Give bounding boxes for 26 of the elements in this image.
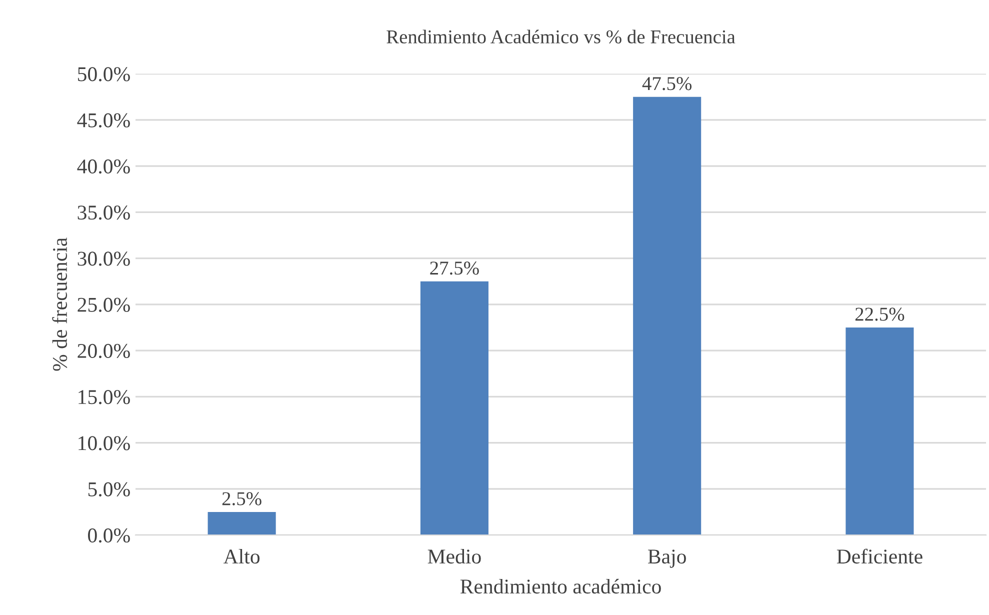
chart-title: Rendimiento Académico vs % de Frecuencia xyxy=(386,30,736,44)
y-tick-label: 50.0% xyxy=(78,67,130,82)
y-tick-label: 25.0% xyxy=(78,298,130,312)
x-tick-label: Bajo xyxy=(648,550,686,568)
y-tick-label: 15.0% xyxy=(78,390,130,404)
y-tick-label: 30.0% xyxy=(78,252,130,266)
y-tick-label: 40.0% xyxy=(77,159,130,174)
bar xyxy=(633,96,702,536)
y-tick-label: 5.0% xyxy=(88,482,130,496)
y-tick-label: 35.0% xyxy=(78,206,130,220)
x-axis-title: Rendimiento académico xyxy=(460,578,661,594)
bar xyxy=(420,281,488,536)
y-axis-title: % de frecuencia xyxy=(52,238,68,371)
x-tick-label: Alto xyxy=(223,548,260,564)
x-tick-label: Medio xyxy=(428,548,481,564)
y-tick-label: 20.0% xyxy=(78,344,130,358)
x-tick-label: Deficiente xyxy=(836,548,922,564)
y-tick-label: 45.0% xyxy=(77,113,130,128)
bar xyxy=(846,327,914,536)
data-label: 2.5% xyxy=(222,492,262,506)
bar xyxy=(208,512,276,536)
data-label: 22.5% xyxy=(855,308,904,321)
data-label: 27.5% xyxy=(430,262,479,275)
data-label: 47.5% xyxy=(642,77,692,90)
y-tick-label: 0.0% xyxy=(88,528,130,543)
y-tick-label: 10.0% xyxy=(78,436,130,450)
